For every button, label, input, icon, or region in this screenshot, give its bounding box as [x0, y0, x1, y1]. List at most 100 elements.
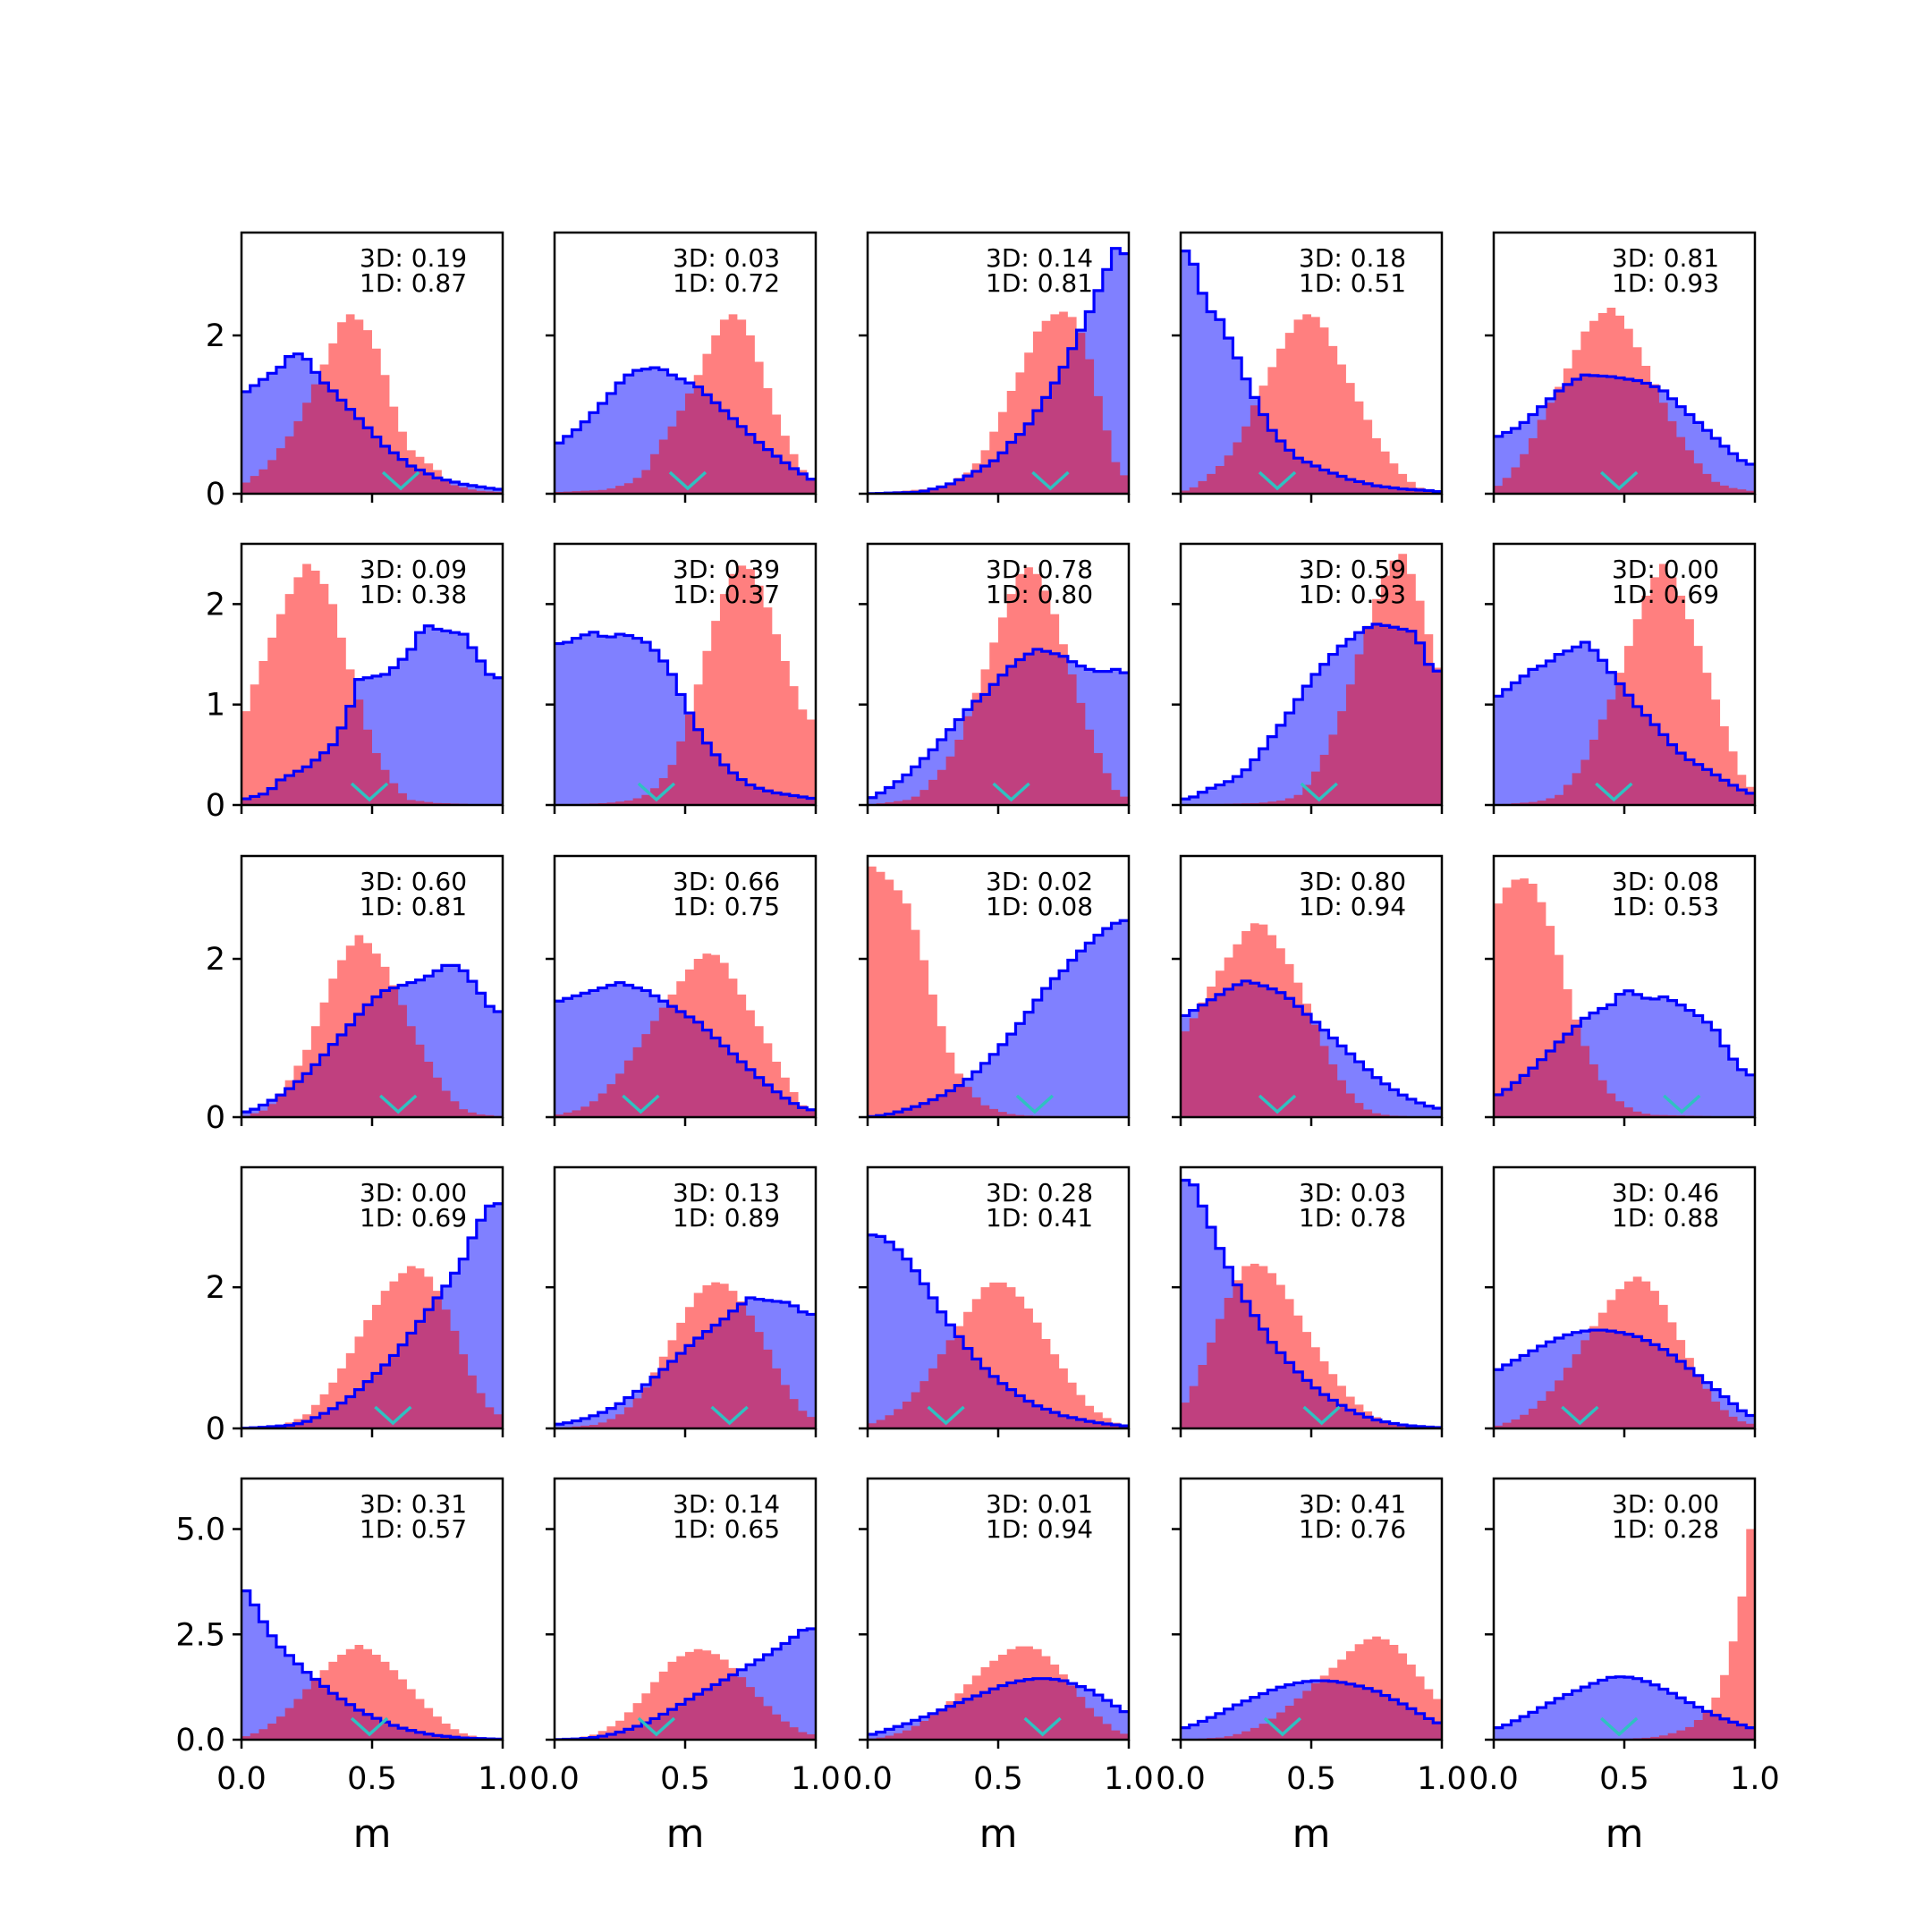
- blue-histogram-fill: [242, 625, 503, 805]
- peak-marker-icon: [379, 1094, 418, 1114]
- x-axis-label: m: [979, 1811, 1018, 1857]
- blue-histogram-outline: [1181, 250, 1442, 494]
- blue-histogram-outline: [1494, 373, 1755, 466]
- stat-label-3d: 3D: 0.41: [1299, 1489, 1406, 1519]
- y-tick-label: 2: [206, 1270, 225, 1306]
- stat-label-1d: 1D: 0.57: [360, 1514, 467, 1544]
- y-tick-label: 0: [206, 788, 225, 824]
- y-tick-label: 0.0: [175, 1723, 225, 1758]
- blue-histogram-outline: [868, 1233, 1129, 1428]
- peak-marker-icon: [1258, 1094, 1297, 1114]
- red-histogram-fill: [555, 953, 816, 1117]
- red-histogram-fill: [1181, 554, 1442, 805]
- peak-marker-icon: [622, 1094, 660, 1114]
- stat-label-1d: 1D: 0.81: [360, 892, 467, 921]
- blue-histogram-outline: [242, 352, 503, 491]
- peak-marker-icon: [350, 782, 389, 802]
- stat-label-3d: 3D: 0.00: [1612, 1489, 1719, 1519]
- stat-label-1d: 1D: 0.80: [986, 580, 1093, 609]
- x-axis-label: m: [1292, 1811, 1331, 1857]
- blue-histogram-outline: [1494, 1328, 1755, 1418]
- y-tick-label: 0: [206, 1100, 225, 1136]
- x-tick-label: 0.5: [1286, 1761, 1336, 1797]
- stat-label-3d: 3D: 0.09: [360, 555, 467, 584]
- blue-histogram-outline: [242, 1589, 503, 1740]
- stat-label-1d: 1D: 0.41: [986, 1203, 1093, 1233]
- red-histogram-fill: [555, 565, 816, 805]
- stat-label-3d: 3D: 0.80: [1299, 867, 1406, 896]
- stat-label-1d: 1D: 0.53: [1612, 892, 1719, 921]
- peak-marker-icon: [1258, 470, 1297, 491]
- red-histogram-fill: [1494, 308, 1755, 494]
- red-histogram-fill: [868, 1282, 1129, 1428]
- blue-histogram-outline: [1494, 640, 1755, 795]
- blue-histogram-outline: [555, 1296, 816, 1426]
- peak-marker-icon: [350, 1716, 389, 1737]
- peak-marker-icon: [1302, 1405, 1341, 1426]
- peak-marker-icon: [374, 1405, 412, 1426]
- stat-label-1d: 1D: 0.72: [673, 268, 780, 298]
- blue-histogram-outline: [555, 980, 816, 1112]
- red-histogram-fill: [868, 866, 1129, 1117]
- x-tick-label: 0.0: [530, 1761, 580, 1797]
- stat-label-1d: 1D: 0.69: [1612, 580, 1719, 609]
- blue-histogram-outline: [868, 1677, 1129, 1736]
- x-tick-label: 0.0: [1156, 1761, 1206, 1797]
- red-histogram-fill: [1181, 314, 1442, 494]
- stat-label-3d: 3D: 0.03: [1299, 1178, 1406, 1208]
- stat-label-1d: 1D: 0.38: [360, 580, 467, 609]
- y-tick-label: 0: [206, 477, 225, 513]
- stat-label-3d: 3D: 0.19: [360, 243, 467, 273]
- red-histogram-fill: [1494, 878, 1755, 1117]
- stat-label-3d: 3D: 0.59: [1299, 555, 1406, 584]
- red-histogram-fill: [555, 314, 816, 494]
- blue-histogram-outline: [1181, 1679, 1442, 1730]
- stat-label-1d: 1D: 0.76: [1299, 1514, 1406, 1544]
- blue-histogram-outline: [1181, 623, 1442, 801]
- peak-marker-icon: [1023, 1716, 1062, 1737]
- x-tick-label: 0.5: [660, 1761, 710, 1797]
- stat-label-1d: 1D: 0.28: [1612, 1514, 1719, 1544]
- blue-histogram-outline: [868, 919, 1129, 1117]
- stat-label-1d: 1D: 0.75: [673, 892, 780, 921]
- stat-label-3d: 3D: 0.00: [1612, 555, 1719, 584]
- red-histogram-fill: [868, 567, 1129, 805]
- stat-label-1d: 1D: 0.78: [1299, 1203, 1406, 1233]
- stat-label-1d: 1D: 0.87: [360, 268, 467, 298]
- stat-label-1d: 1D: 0.94: [986, 1514, 1093, 1544]
- stat-label-3d: 3D: 0.81: [1612, 243, 1719, 273]
- x-axis-label: m: [666, 1811, 705, 1857]
- red-histogram-fill: [1181, 1263, 1442, 1428]
- red-histogram-fill: [242, 1645, 503, 1740]
- red-histogram-fill: [1494, 1276, 1755, 1428]
- x-tick-label: 1.0: [1104, 1761, 1154, 1797]
- y-tick-label: 5.0: [175, 1513, 225, 1548]
- peak-marker-icon: [1663, 1094, 1701, 1114]
- red-histogram-fill: [868, 311, 1129, 494]
- stat-label-1d: 1D: 0.81: [986, 268, 1093, 298]
- red-histogram-fill: [242, 1266, 503, 1428]
- y-tick-label: 1: [206, 688, 225, 724]
- red-histogram-fill: [242, 935, 503, 1117]
- stat-label-3d: 3D: 0.03: [673, 243, 780, 273]
- blue-histogram-outline: [555, 366, 816, 481]
- blue-histogram-outline: [868, 648, 1129, 800]
- stat-label-3d: 3D: 0.66: [673, 867, 780, 896]
- stat-label-3d: 3D: 0.01: [986, 1489, 1093, 1519]
- x-tick-label: 1.0: [1417, 1761, 1467, 1797]
